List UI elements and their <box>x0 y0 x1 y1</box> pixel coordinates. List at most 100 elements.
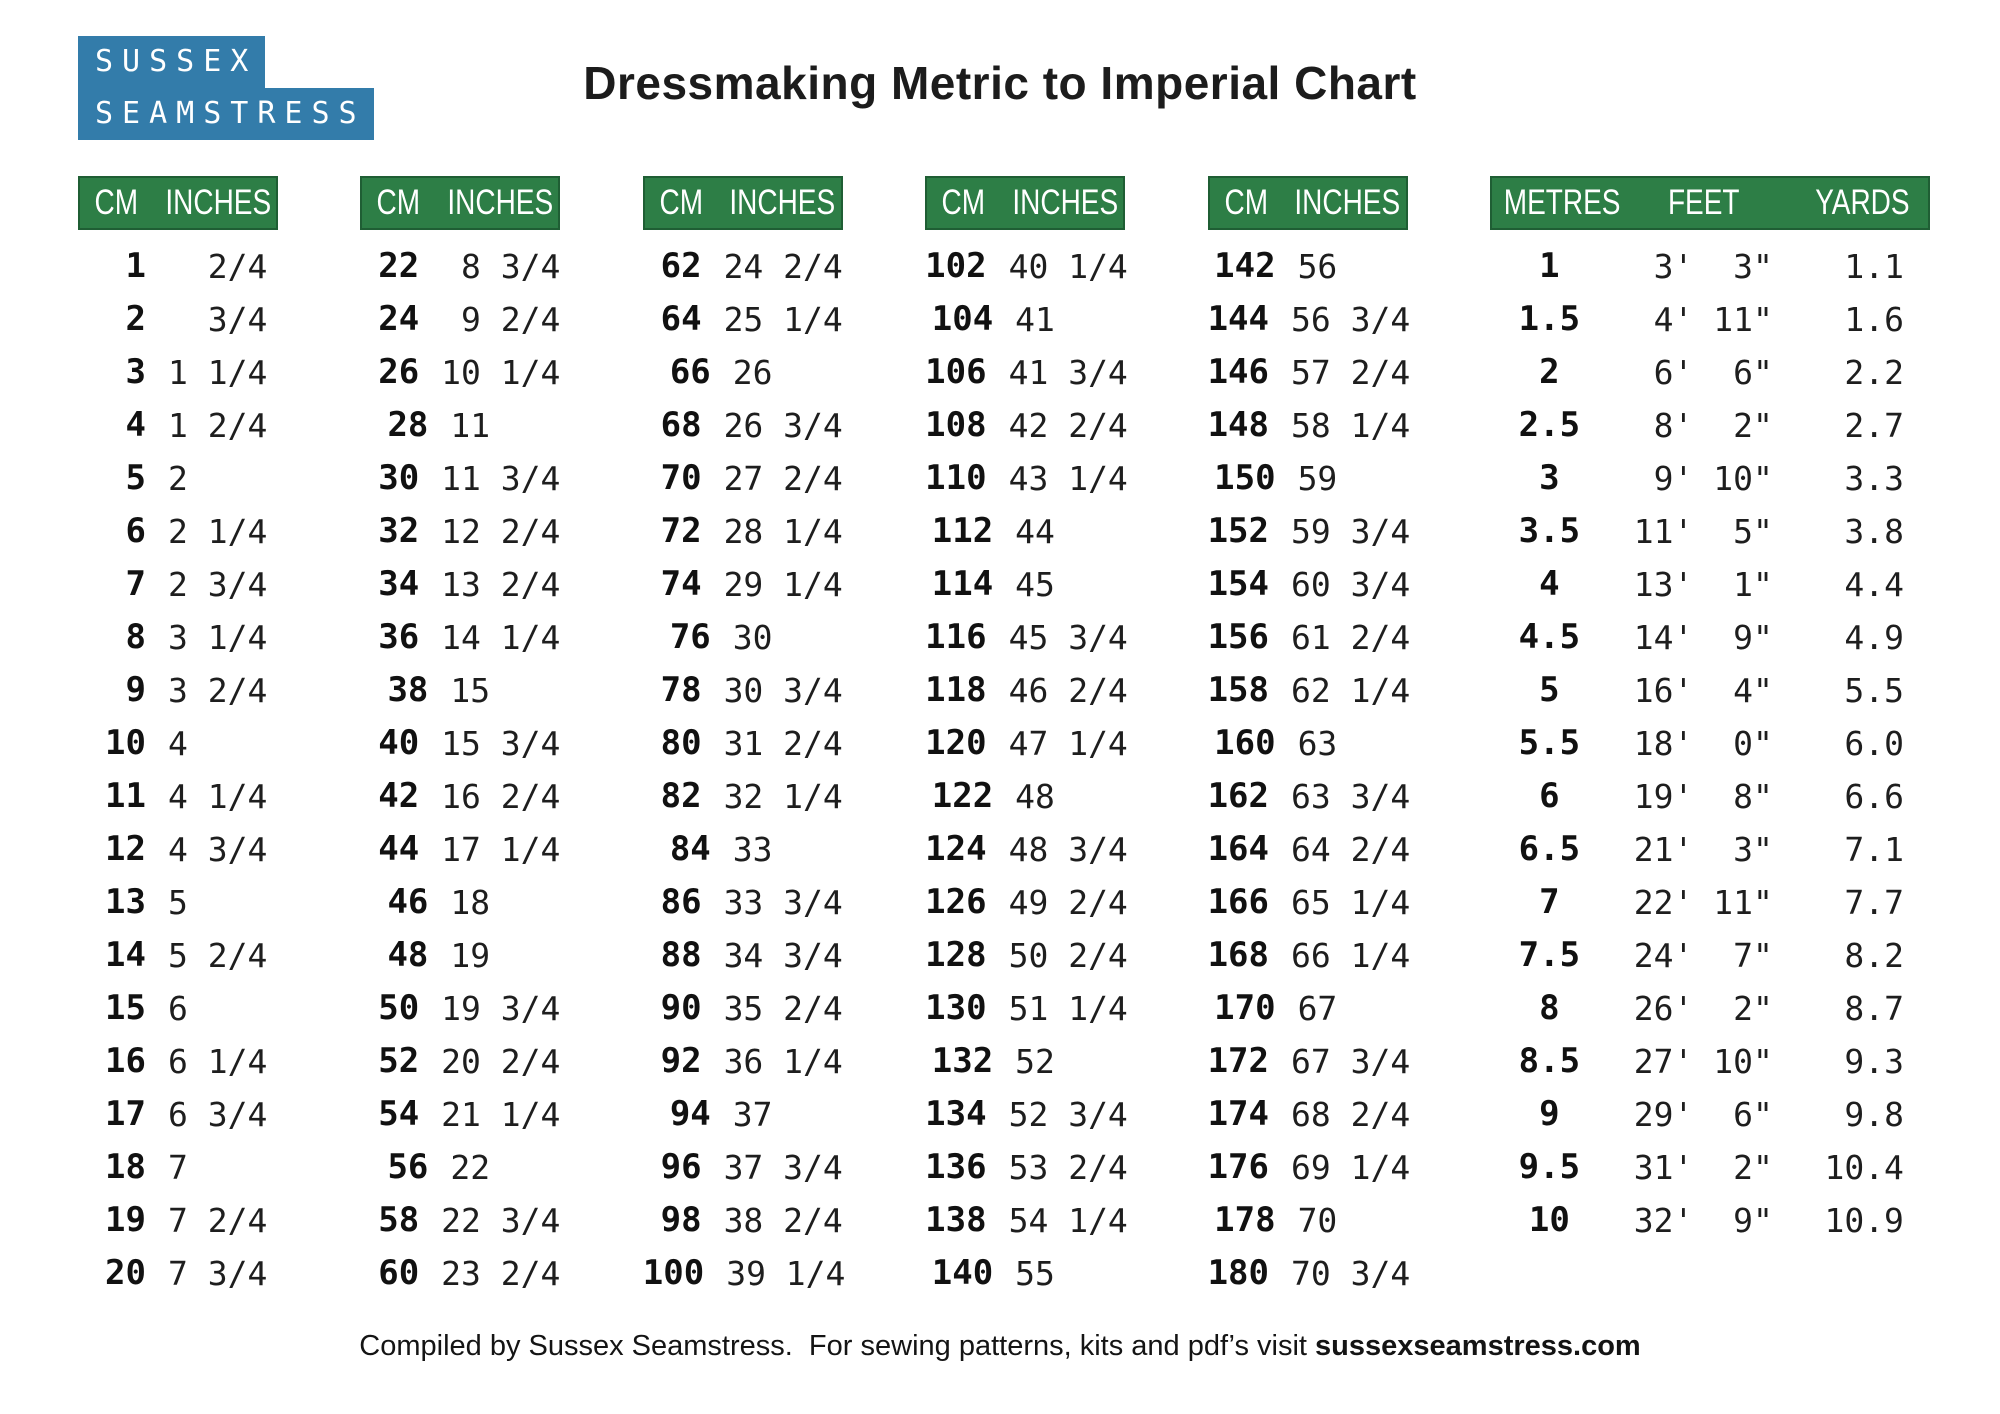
table-row: 28 11 <box>360 399 560 452</box>
inches-value: 33 3/4 <box>723 883 843 922</box>
table-row: 38 15 <box>360 664 560 717</box>
table-row: 142 56 <box>1208 240 1408 293</box>
cm-value: 154 <box>1207 564 1269 604</box>
table-row: 16 6 1/4 <box>78 1035 278 1088</box>
cm-inches-table-3: CM INCHES 62 24 2/4 64 25 1/4 66 26 68 26 3/4 70… <box>642 176 845 1300</box>
feet-value: 18' 0" <box>1633 724 1773 763</box>
table-row: 140 55 <box>925 1247 1125 1300</box>
inches-value: 41 <box>1015 300 1055 339</box>
metres-value: 1.5 <box>1518 299 1581 339</box>
table-row: 9.5 31' 2" 10.4 <box>1490 1141 1930 1194</box>
cm-value: 176 <box>1207 1147 1269 1187</box>
yards-value: 7.1 <box>1844 830 1904 869</box>
table-rows: 102 40 1/4 104 41 106 41 3/4 108 42 2/4 110 43 1/… <box>925 230 1128 1300</box>
table-row: 62 24 2/4 <box>643 240 843 293</box>
cm-value: 74 <box>660 564 702 604</box>
cm-value: 64 <box>660 299 702 339</box>
table-row: 174 68 2/4 <box>1208 1088 1411 1141</box>
inches-value: 44 <box>1015 512 1055 551</box>
table-header: CM INCHES <box>1207 176 1408 230</box>
table-row: 118 46 2/4 <box>925 664 1128 717</box>
yards-value: 1.6 <box>1844 300 1904 339</box>
cm-value: 124 <box>925 829 987 869</box>
cm-value: 132 <box>931 1041 994 1081</box>
table-row: 156 61 2/4 <box>1208 611 1411 664</box>
table-row: 132 52 <box>925 1035 1125 1088</box>
yards-value: 10.4 <box>1824 1148 1904 1187</box>
inches-value: 27 2/4 <box>723 459 843 498</box>
table-row: 146 57 2/4 <box>1208 346 1411 399</box>
table-row: 148 58 1/4 <box>1208 399 1411 452</box>
table-row: 4.5 14' 9" 4.9 <box>1490 611 1930 664</box>
table-row: 110 43 1/4 <box>925 452 1128 505</box>
logo-line-sussex: SUSSEX <box>78 36 266 88</box>
metres-value: 4.5 <box>1518 617 1581 657</box>
inches-value: 52 3/4 <box>1008 1095 1128 1134</box>
inches-value: 18 <box>450 883 491 922</box>
yards-value: 6.6 <box>1844 777 1904 816</box>
feet-value: 6' 6" <box>1633 353 1773 392</box>
metres-value: 6 <box>1539 776 1560 816</box>
table-row: 144 56 3/4 <box>1208 293 1411 346</box>
inches-value: 11 3/4 <box>441 459 561 498</box>
cm-column-header: CM <box>659 183 703 222</box>
inches-value: 6 1/4 <box>168 1042 268 1081</box>
table-row: 80 31 2/4 <box>643 717 843 770</box>
inches-value: 13 2/4 <box>441 565 561 604</box>
table-row: 58 22 3/4 <box>360 1194 560 1247</box>
table-row: 158 62 1/4 <box>1208 664 1411 717</box>
feet-column-header: FEET <box>1667 183 1740 222</box>
table-row: 88 34 3/4 <box>643 929 843 982</box>
table-row: 1 2/4 <box>78 240 278 293</box>
metres-value: 10 <box>1528 1200 1570 1240</box>
table-row: 36 14 1/4 <box>360 611 560 664</box>
cm-value: 170 <box>1214 988 1276 1028</box>
inches-column-header: INCHES <box>447 183 554 222</box>
inches-value: 63 <box>1297 724 1338 763</box>
inches-value: 37 <box>732 1095 773 1134</box>
table-row: 92 36 1/4 <box>643 1035 843 1088</box>
inches-value: 14 1/4 <box>441 618 561 657</box>
cm-inches-table-5: CM INCHES 142 56 144 56 3/4 146 57 2/4 148 58 1… <box>1207 176 1411 1300</box>
inches-value: 19 3/4 <box>441 989 561 1028</box>
cm-value: 44 <box>378 829 420 869</box>
inches-value: 56 <box>1297 247 1338 286</box>
table-row: 52 20 2/4 <box>360 1035 560 1088</box>
table-rows: 1 3' 3" 1.1 1.5 4' 11" 1.6 2 6' 6" 2.2 2.5 8' … <box>1490 230 1930 1247</box>
table-rows: 1 2/4 2 3/4 3 1 1/4 4 1 2/4 5 2 6 2 1/4 7 2 3/4 8 3 1… <box>78 230 278 1300</box>
table-row: 10 32' 9" 10.9 <box>1490 1194 1930 1247</box>
metres-value: 2.5 <box>1518 405 1581 445</box>
metres-value: 3.5 <box>1518 511 1581 551</box>
table-header: CM INCHES <box>360 176 561 230</box>
cm-value: 8 <box>125 617 146 657</box>
table-row: 1 3' 3" 1.1 <box>1490 240 1930 293</box>
cm-value: 70 <box>660 458 702 498</box>
inches-value: 45 <box>1015 565 1055 604</box>
cm-value: 108 <box>925 405 987 445</box>
table-row: 160 63 <box>1208 717 1408 770</box>
cm-value: 114 <box>931 564 994 604</box>
table-row: 11 4 1/4 <box>78 770 278 823</box>
table-row: 48 19 <box>360 929 560 982</box>
table-row: 68 26 3/4 <box>643 399 843 452</box>
table-row: 66 26 <box>643 346 843 399</box>
inches-value: 64 2/4 <box>1290 830 1411 869</box>
cm-inches-table-2: CM INCHES 22 8 3/4 24 9 2/4 26 10 1/4 28 11 30… <box>360 176 561 1300</box>
inches-column-header: INCHES <box>1294 183 1401 222</box>
inches-value: 55 <box>1015 1254 1055 1293</box>
feet-value: 24' 7" <box>1633 936 1773 975</box>
table-row: 180 70 3/4 <box>1208 1247 1411 1300</box>
inches-value: 6 <box>168 989 188 1028</box>
inches-value: 63 3/4 <box>1290 777 1411 816</box>
table-row: 150 59 <box>1208 452 1408 505</box>
table-row: 134 52 3/4 <box>925 1088 1128 1141</box>
footer-credit: Compiled by Sussex Seamstress. For sewin… <box>0 1330 2000 1363</box>
cm-value: 14 <box>105 935 146 975</box>
inches-value: 2 3/4 <box>168 565 268 604</box>
inches-value: 4 <box>168 724 188 763</box>
cm-value: 172 <box>1207 1041 1269 1081</box>
table-row: 22 8 3/4 <box>360 240 560 293</box>
table-row: 106 41 3/4 <box>925 346 1128 399</box>
